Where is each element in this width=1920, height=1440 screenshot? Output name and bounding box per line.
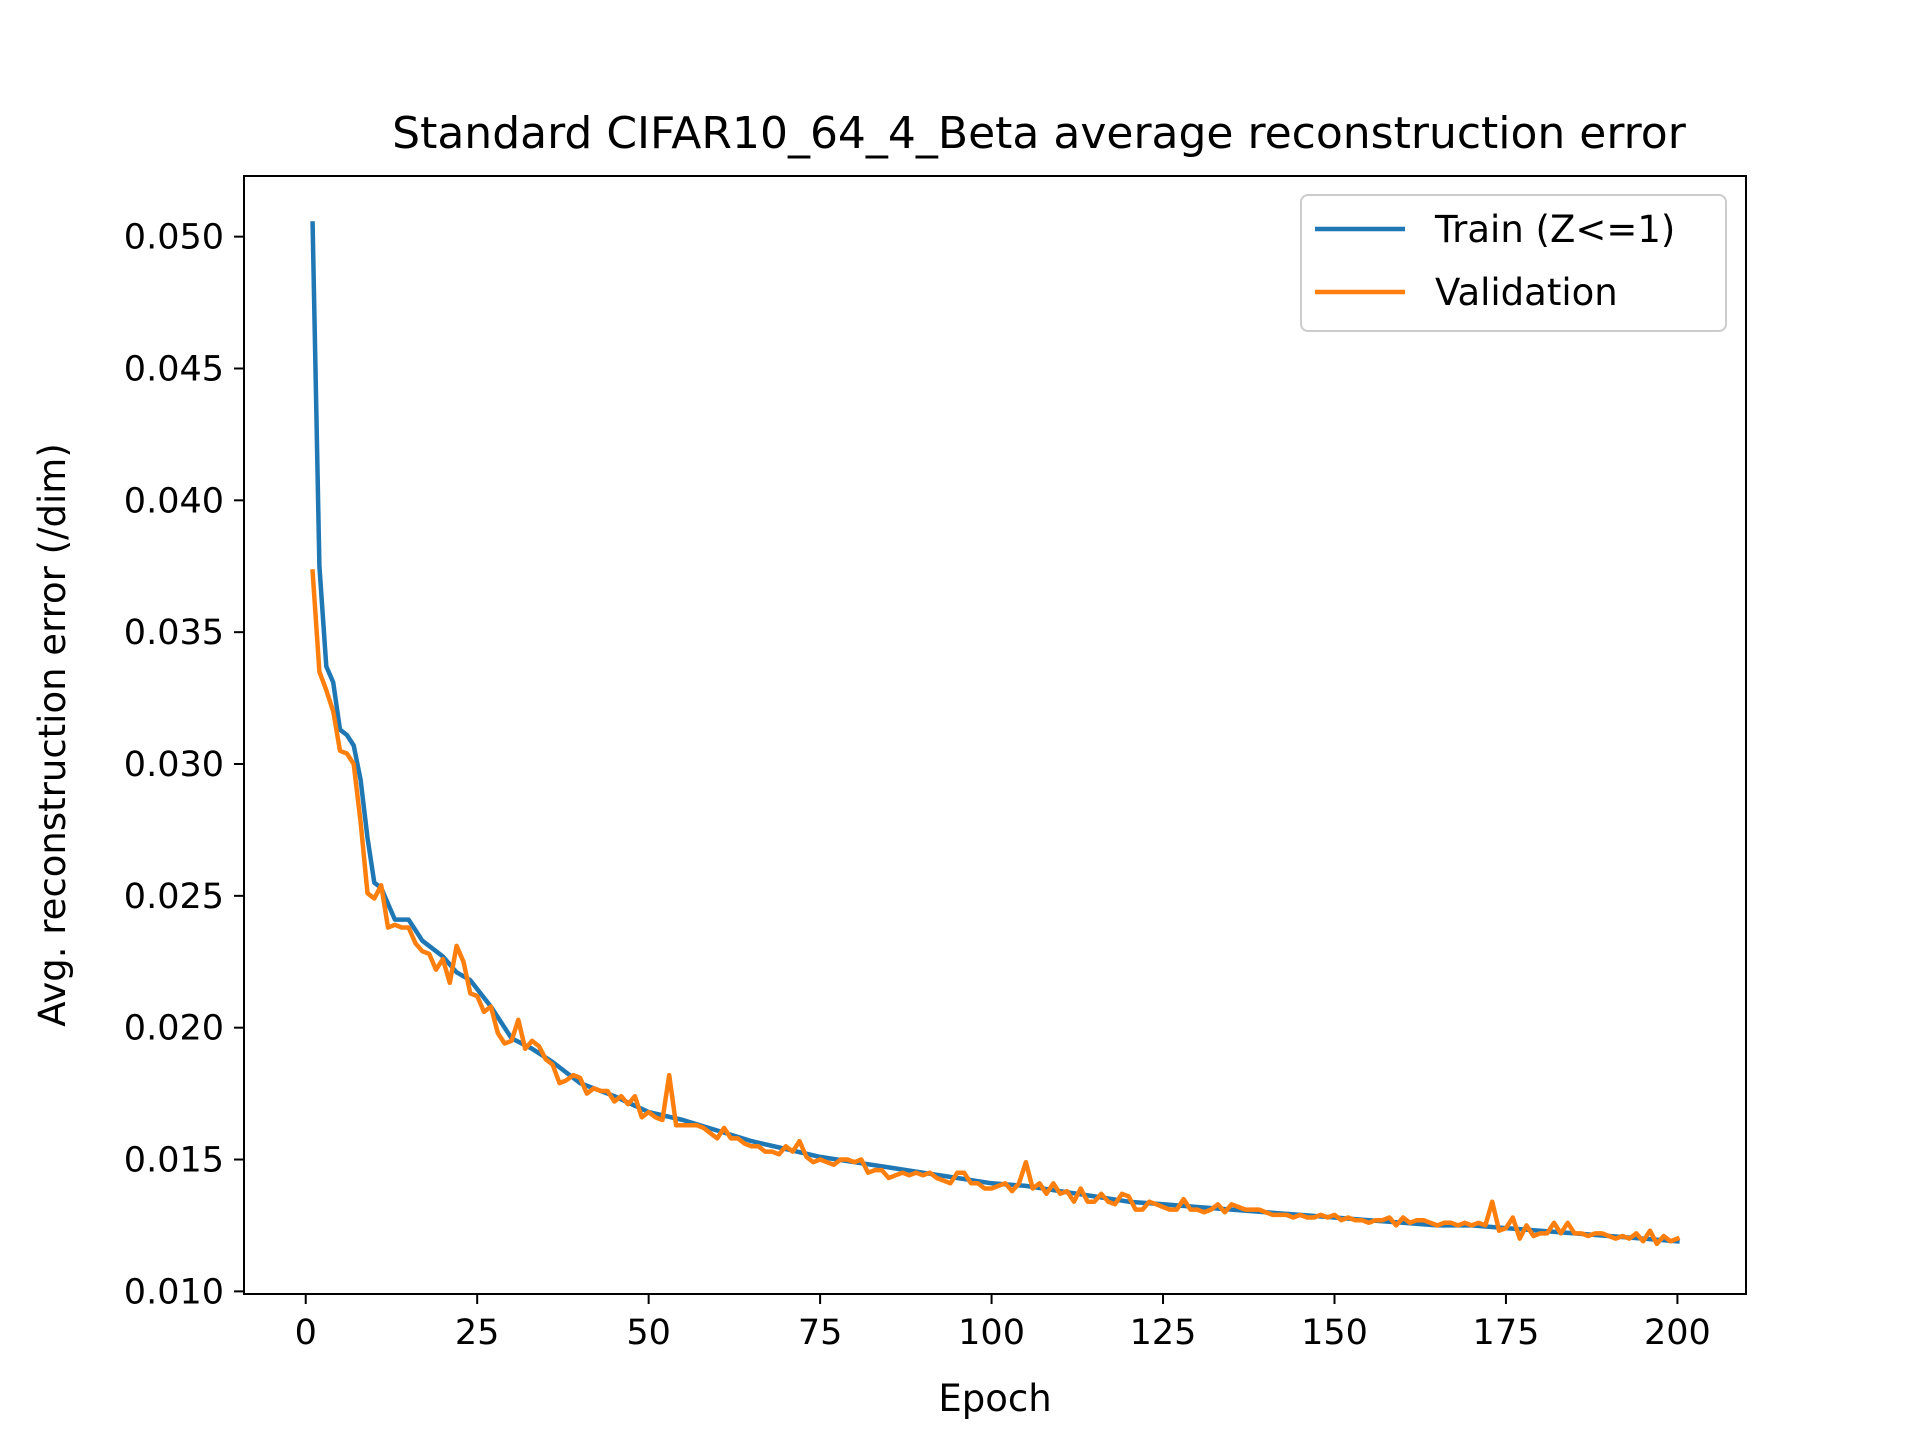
x-tick-label: 175: [1473, 1313, 1540, 1353]
legend-label-train: Train (Z<=1): [1434, 208, 1675, 251]
series-layer: [310, 221, 1681, 1247]
x-axis-label: Epoch: [938, 1377, 1051, 1420]
y-tick-label: 0.035: [124, 613, 224, 653]
legend-label-validation: Validation: [1435, 271, 1618, 314]
y-axis: 0.010 0.015 0.020 0.025 0.030 0.035 0.040 0.045…: [124, 218, 244, 1312]
y-tick-label: 0.010: [124, 1272, 224, 1312]
x-tick-label: 100: [958, 1313, 1025, 1353]
plot-frame: [243, 175, 1747, 1295]
series-line-validation: [310, 569, 1681, 1247]
legend: Train (Z<=1) Validation: [1300, 194, 1727, 332]
x-tick-label: 25: [455, 1313, 500, 1353]
x-tick-label: 0: [295, 1313, 317, 1353]
x-tick-label: 150: [1301, 1313, 1368, 1353]
x-axis: 0 25 50 75 100 125 150 175 200: [295, 1294, 1711, 1353]
x-tick-label: 75: [798, 1313, 843, 1353]
y-tick-label: 0.030: [124, 745, 224, 785]
legend-box: [1300, 194, 1727, 332]
y-tick-label: 0.025: [124, 877, 224, 917]
y-axis-label: Avg. reconstruction error (/dim): [31, 443, 74, 1027]
x-tick-label: 200: [1644, 1313, 1711, 1353]
y-tick-label: 0.045: [124, 349, 224, 389]
x-tick-label: 50: [626, 1313, 671, 1353]
chart-title: Standard CIFAR10_64_4_Beta average recon…: [392, 108, 1687, 159]
plot-area: [244, 176, 1746, 1294]
y-tick-label: 0.020: [124, 1009, 224, 1049]
y-tick-label: 0.040: [124, 481, 224, 521]
y-tick-label: 0.050: [124, 218, 224, 258]
y-tick-label: 0.015: [124, 1141, 224, 1181]
x-tick-label: 125: [1130, 1313, 1197, 1353]
